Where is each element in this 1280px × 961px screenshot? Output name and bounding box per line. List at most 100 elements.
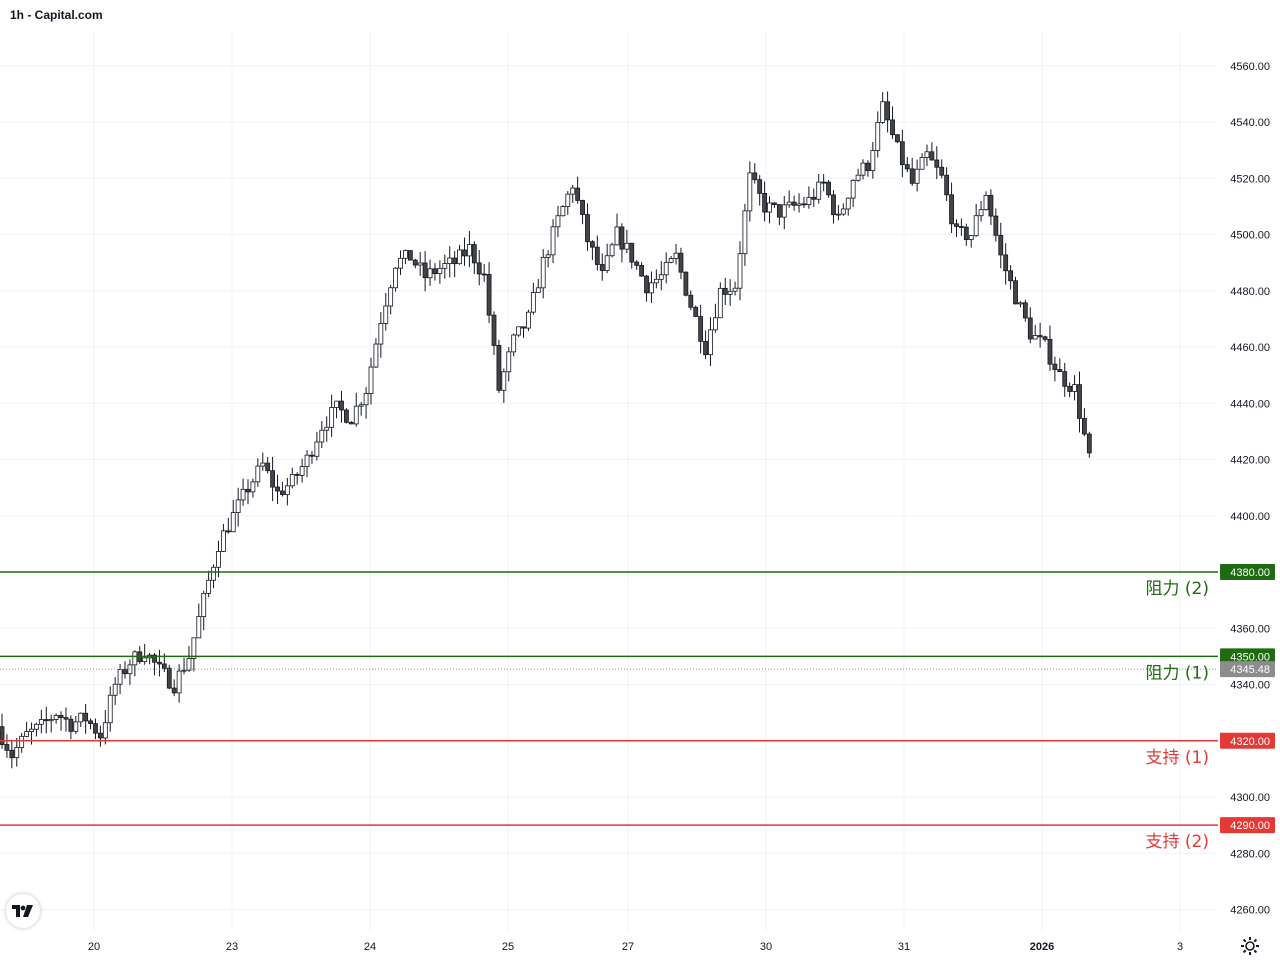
candle-body bbox=[98, 732, 103, 739]
candle-body bbox=[1067, 385, 1073, 392]
candle bbox=[171, 679, 177, 697]
candle bbox=[250, 478, 256, 498]
candle-body bbox=[934, 159, 940, 168]
y-tick-label: 4560.00 bbox=[1230, 61, 1270, 73]
candle-body bbox=[378, 323, 384, 345]
candle bbox=[393, 267, 399, 292]
candle bbox=[398, 250, 403, 275]
candle bbox=[570, 184, 576, 203]
candle bbox=[102, 710, 108, 745]
candle bbox=[959, 218, 964, 236]
candle bbox=[476, 250, 482, 286]
candle-body bbox=[678, 252, 684, 273]
candle bbox=[491, 311, 497, 356]
candle bbox=[954, 219, 959, 237]
candle-body bbox=[993, 215, 999, 236]
candle bbox=[540, 249, 546, 299]
candle bbox=[417, 252, 423, 276]
candle-body bbox=[157, 661, 162, 665]
candle bbox=[580, 199, 585, 225]
candle-body bbox=[353, 405, 359, 425]
candle-body bbox=[914, 168, 920, 184]
candle bbox=[555, 205, 561, 238]
candle-body bbox=[998, 234, 1004, 256]
candle-body bbox=[43, 719, 49, 722]
candle-body bbox=[511, 334, 517, 353]
candle-body bbox=[319, 429, 325, 443]
candle bbox=[649, 271, 654, 304]
candle bbox=[466, 231, 472, 267]
candle bbox=[713, 303, 718, 333]
candle-body bbox=[1052, 363, 1058, 370]
tradingview-logo-icon[interactable] bbox=[6, 894, 40, 928]
candle-body bbox=[304, 454, 310, 468]
candle-body bbox=[206, 579, 212, 594]
candle-body bbox=[521, 326, 526, 329]
candle-body bbox=[363, 393, 369, 406]
candle bbox=[255, 458, 261, 487]
gear-icon[interactable] bbox=[1240, 936, 1260, 956]
candle-body bbox=[1086, 433, 1092, 454]
candle-body bbox=[585, 214, 590, 243]
candle bbox=[260, 452, 266, 471]
candle bbox=[176, 664, 182, 703]
candle-body bbox=[1037, 335, 1043, 338]
candle-body bbox=[673, 252, 679, 259]
candle-body bbox=[752, 172, 758, 181]
candle-body bbox=[781, 204, 787, 218]
candle bbox=[457, 244, 462, 265]
y-tick-label: 4520.00 bbox=[1230, 173, 1270, 185]
candle bbox=[107, 686, 113, 732]
candle bbox=[594, 235, 600, 271]
candle-body bbox=[649, 282, 654, 294]
candle bbox=[816, 174, 822, 204]
candle bbox=[550, 219, 556, 264]
candle-body bbox=[565, 193, 571, 208]
candle bbox=[93, 718, 98, 740]
candle-body bbox=[225, 530, 231, 533]
candle bbox=[836, 205, 841, 221]
candle bbox=[280, 481, 285, 497]
candle bbox=[821, 174, 827, 192]
candle bbox=[934, 146, 940, 180]
candle-body bbox=[122, 669, 128, 675]
candle-body bbox=[422, 262, 428, 279]
candle-body bbox=[235, 499, 241, 513]
resistance-price-tag bbox=[1220, 564, 1275, 580]
candle-body bbox=[1047, 338, 1053, 365]
candle bbox=[673, 244, 679, 265]
candle bbox=[801, 196, 807, 209]
candle bbox=[703, 330, 708, 360]
candle bbox=[348, 421, 354, 425]
candle bbox=[289, 467, 295, 489]
x-tick-label: 27 bbox=[622, 941, 634, 953]
chart-title: 1h - Capital.com bbox=[10, 8, 103, 22]
candle bbox=[88, 718, 93, 730]
candle bbox=[353, 392, 359, 427]
candle bbox=[368, 357, 374, 405]
candle-body bbox=[560, 206, 566, 217]
candle-body bbox=[772, 202, 777, 205]
candle-body bbox=[826, 181, 831, 196]
candle bbox=[535, 279, 541, 293]
y-tick-label: 4500.00 bbox=[1230, 230, 1270, 242]
candle bbox=[127, 659, 133, 685]
candle bbox=[1067, 382, 1073, 398]
candle bbox=[1008, 265, 1013, 290]
candle bbox=[186, 645, 192, 672]
candle-body bbox=[639, 264, 644, 277]
candle-body bbox=[698, 316, 704, 342]
candle-body bbox=[526, 311, 531, 329]
candle bbox=[796, 193, 802, 213]
candle-body bbox=[314, 441, 320, 457]
candle bbox=[437, 260, 443, 284]
candle bbox=[762, 181, 767, 222]
x-tick-label: 20 bbox=[88, 941, 100, 953]
candle-body bbox=[978, 209, 984, 217]
candle-body bbox=[201, 592, 207, 617]
candle bbox=[53, 713, 59, 724]
candle-body bbox=[1062, 371, 1068, 387]
candle-body bbox=[624, 242, 630, 250]
candle-body bbox=[250, 481, 256, 493]
